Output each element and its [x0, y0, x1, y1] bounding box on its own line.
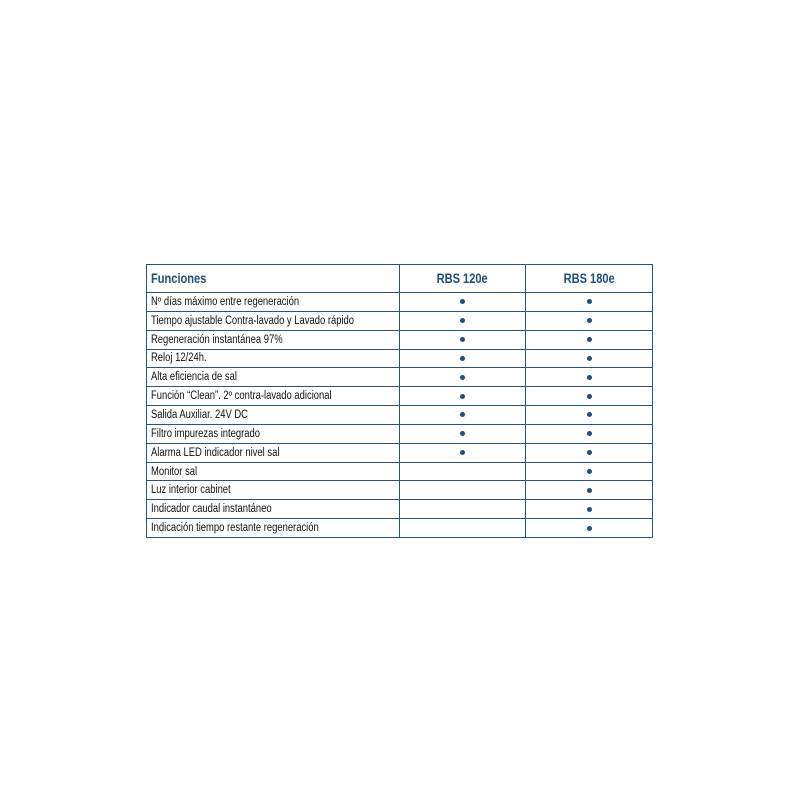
cell-rbs120e — [398, 442, 527, 463]
bullet-dot-icon — [459, 337, 465, 343]
bullet-dot-icon — [459, 450, 465, 456]
feature-label: Tiempo ajustable Contra-lavado y Lavado … — [151, 314, 355, 327]
table-row: Nº días máximo entre regeneración — [146, 292, 653, 312]
table-row: Indicador caudal instantáneo — [146, 499, 653, 520]
bullet-dot-icon — [586, 355, 592, 361]
feature-label: Filtro impurezas integrado — [151, 427, 261, 440]
feature-name: Reloj 12/24h. — [146, 348, 400, 369]
feature-label: Luz interior cabinet — [151, 484, 231, 497]
cell-rbs120e — [398, 405, 527, 425]
feature-name: Tiempo ajustable Contra-lavado y Lavado … — [146, 310, 400, 331]
cell-rbs180e — [525, 518, 653, 538]
cell-rbs180e — [525, 367, 653, 388]
cell-rbs120e — [398, 461, 527, 482]
table-header-row: Funciones RBS 120e RBS 180e — [146, 264, 653, 293]
feature-label: Regeneración instantánea 97% — [151, 333, 283, 346]
bullet-dot-icon — [586, 506, 592, 512]
cell-rbs120e — [398, 310, 527, 331]
cell-rbs120e — [398, 329, 527, 350]
table-row: Alarma LED indicador nivel sal — [146, 442, 653, 463]
cell-rbs120e — [398, 480, 527, 501]
table-row: Reloj 12/24h. — [146, 348, 653, 369]
bullet-dot-icon — [459, 374, 465, 380]
feature-label: Función “Clean”. 2º contra-lavado adicio… — [151, 390, 332, 403]
cell-rbs180e — [525, 480, 653, 501]
table-row: Alta eficiencia de sal — [146, 367, 653, 388]
cell-rbs120e — [398, 367, 527, 388]
feature-name: Alarma LED indicador nivel sal — [146, 442, 400, 463]
bullet-dot-icon — [586, 374, 592, 380]
feature-name: Alta eficiencia de sal — [146, 367, 400, 388]
feature-label: Monitor sal — [151, 465, 198, 478]
table-row: Salida Auxiliar. 24V DC — [146, 405, 653, 425]
cell-rbs120e — [398, 386, 527, 407]
feature-label: Alarma LED indicador nivel sal — [151, 446, 280, 459]
header-rbs180e: RBS 180e — [525, 264, 653, 293]
feature-name: Indicación tiempo restante regeneración — [146, 518, 400, 538]
table-row: Monitor sal — [146, 461, 653, 482]
cell-rbs120e — [398, 423, 527, 444]
bullet-dot-icon — [459, 393, 465, 399]
cell-rbs120e — [398, 518, 527, 538]
cell-rbs180e — [525, 499, 653, 520]
bullet-dot-icon — [586, 393, 592, 399]
header-rbs120e: RBS 120e — [398, 264, 527, 293]
cell-rbs180e — [525, 461, 653, 482]
table-row: Indicación tiempo restante regeneración — [146, 518, 653, 538]
bullet-dot-icon — [459, 299, 465, 305]
feature-name: Nº días máximo entre regeneración — [146, 292, 400, 312]
cell-rbs120e — [398, 348, 527, 369]
table-row: Tiempo ajustable Contra-lavado y Lavado … — [146, 310, 653, 331]
bullet-dot-icon — [586, 525, 592, 531]
bullet-dot-icon — [459, 412, 465, 418]
feature-name: Indicador caudal instantáneo — [146, 499, 400, 520]
feature-name: Luz interior cabinet — [146, 480, 400, 501]
bullet-dot-icon — [586, 468, 592, 474]
cell-rbs120e — [398, 292, 527, 312]
feature-label: Indicador caudal instantáneo — [151, 503, 272, 516]
bullet-dot-icon — [586, 318, 592, 324]
feature-label: Reloj 12/24h. — [151, 352, 207, 365]
header-funciones: Funciones — [146, 264, 400, 293]
bullet-dot-icon — [586, 299, 592, 305]
cell-rbs180e — [525, 442, 653, 463]
bullet-dot-icon — [586, 337, 592, 343]
bullet-dot-icon — [586, 431, 592, 437]
table-row: Filtro impurezas integrado — [146, 423, 653, 444]
bullet-dot-icon — [459, 318, 465, 324]
cell-rbs180e — [525, 386, 653, 407]
cell-rbs180e — [525, 292, 653, 312]
header-label: Funciones — [151, 271, 207, 286]
bullet-dot-icon — [586, 487, 592, 493]
cell-rbs180e — [525, 348, 653, 369]
bullet-dot-icon — [459, 431, 465, 437]
cell-rbs180e — [525, 423, 653, 444]
table-row: Función “Clean”. 2º contra-lavado adicio… — [146, 386, 653, 407]
table-row: Luz interior cabinet — [146, 480, 653, 501]
table-row: Regeneración instantánea 97% — [146, 329, 653, 350]
feature-label: Indicación tiempo restante regeneración — [151, 522, 319, 535]
bullet-dot-icon — [586, 412, 592, 418]
cell-rbs180e — [525, 329, 653, 350]
bullet-dot-icon — [459, 355, 465, 361]
feature-name: Monitor sal — [146, 461, 400, 482]
feature-name: Función “Clean”. 2º contra-lavado adicio… — [146, 386, 400, 407]
feature-label: Salida Auxiliar. 24V DC — [151, 408, 248, 421]
cell-rbs120e — [398, 499, 527, 520]
feature-name: Salida Auxiliar. 24V DC — [146, 405, 400, 425]
features-table: Funciones RBS 120e RBS 180e Nº días máxi… — [146, 264, 653, 538]
feature-name: Regeneración instantánea 97% — [146, 329, 400, 350]
header-label: RBS 120e — [436, 271, 488, 286]
bullet-dot-icon — [586, 450, 592, 456]
feature-label: Nº días máximo entre regeneración — [151, 295, 300, 308]
feature-label: Alta eficiencia de sal — [151, 371, 237, 384]
feature-name: Filtro impurezas integrado — [146, 423, 400, 444]
cell-rbs180e — [525, 405, 653, 425]
header-label: RBS 180e — [563, 271, 615, 286]
cell-rbs180e — [525, 310, 653, 331]
